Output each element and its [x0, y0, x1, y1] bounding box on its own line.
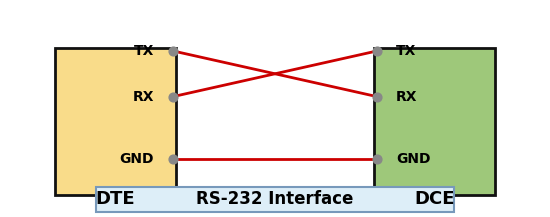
- Text: RX: RX: [133, 90, 154, 104]
- Point: [169, 49, 178, 53]
- Point: [169, 158, 178, 161]
- Text: GND: GND: [396, 153, 431, 166]
- Bar: [374, 48, 495, 195]
- Text: DTE: DTE: [96, 190, 135, 208]
- Bar: [96, 187, 454, 212]
- Text: RX: RX: [396, 90, 417, 104]
- Text: GND: GND: [119, 153, 154, 166]
- Point: [372, 49, 381, 53]
- Point: [169, 95, 178, 98]
- Bar: [55, 48, 176, 195]
- Text: TX: TX: [396, 44, 416, 58]
- Point: [372, 95, 381, 98]
- Point: [372, 158, 381, 161]
- Text: DCE: DCE: [414, 190, 455, 208]
- Text: RS-232 Interface: RS-232 Interface: [196, 190, 354, 208]
- Text: TX: TX: [134, 44, 154, 58]
